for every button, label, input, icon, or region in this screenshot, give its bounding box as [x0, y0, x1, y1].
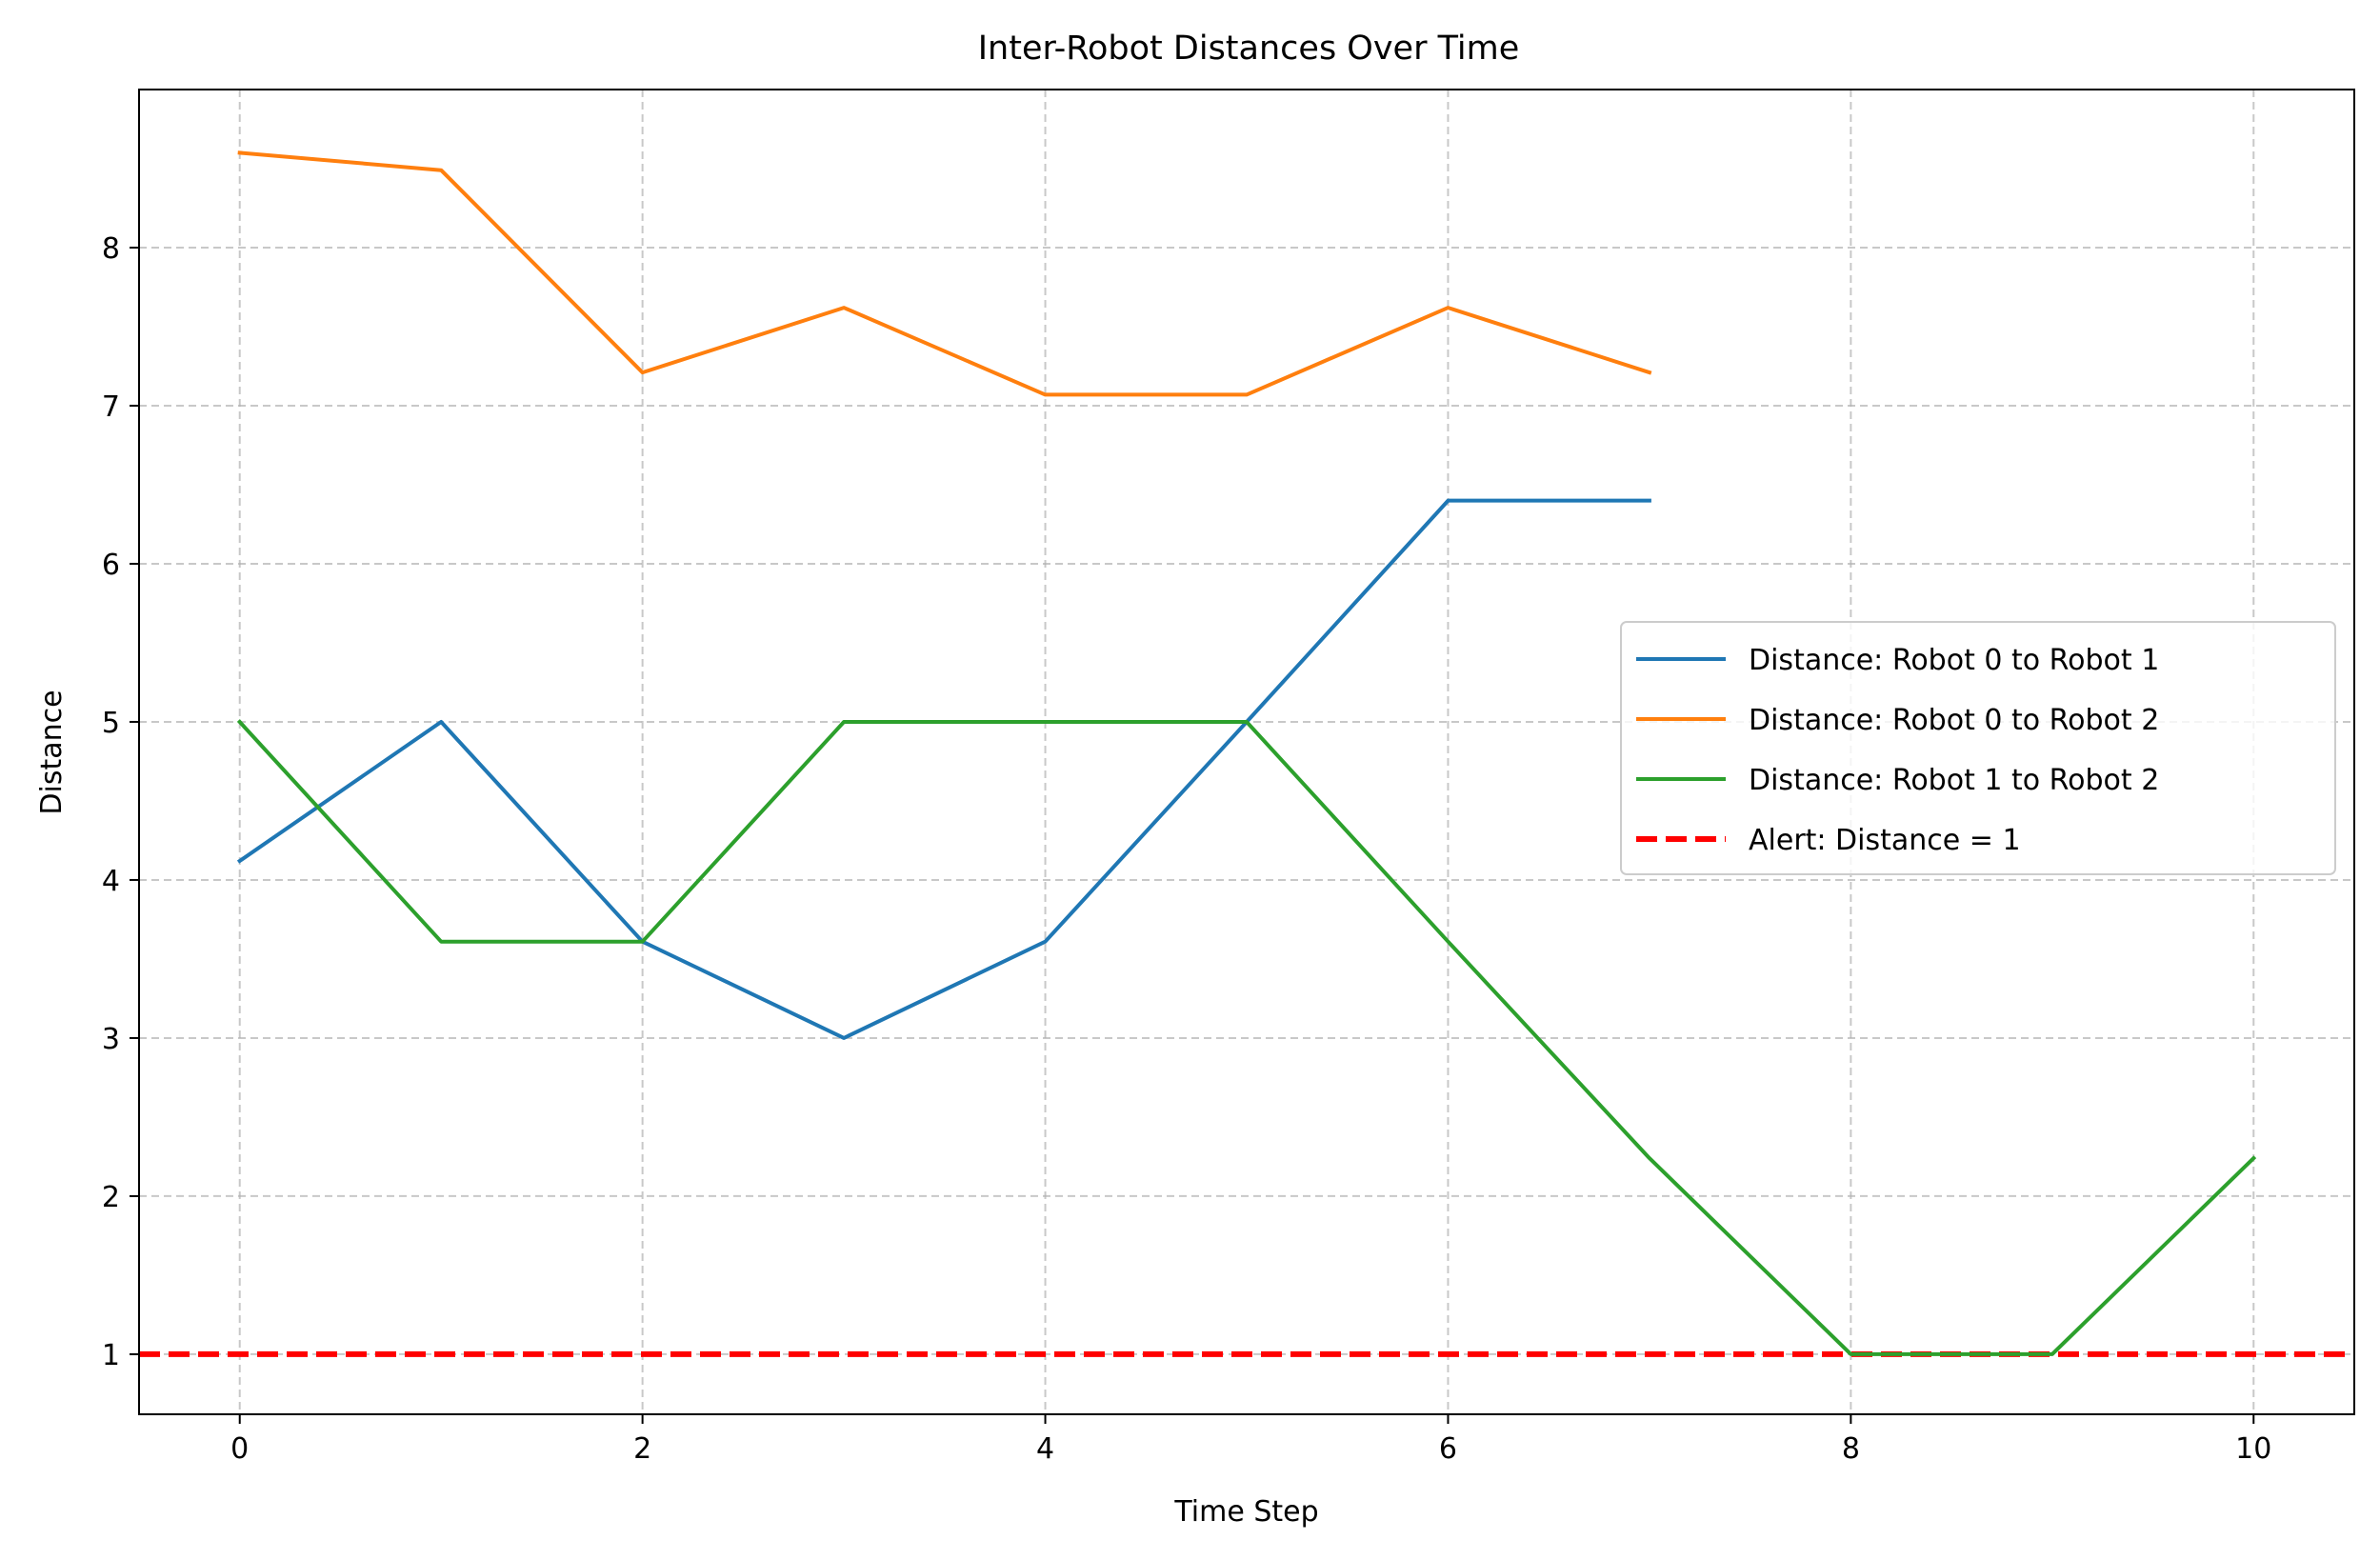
legend: Distance: Robot 0 to Robot 1 Distance: R…	[1620, 621, 2336, 875]
legend-label-robot-0-to-2: Distance: Robot 0 to Robot 2	[1749, 704, 2159, 737]
y-axis-ticks: 1 2 3 4 5 6 7 8	[102, 232, 139, 1372]
legend-label-alert: Alert: Distance = 1	[1749, 824, 2021, 857]
legend-label-robot-1-to-2: Distance: Robot 1 to Robot 2	[1749, 764, 2159, 797]
y-axis-label: Distance	[35, 690, 69, 814]
y-tick-label: 3	[102, 1023, 120, 1056]
x-axis-ticks: 0 2 4 6 8 10	[230, 1414, 2271, 1466]
legend-label-robot-0-to-1: Distance: Robot 0 to Robot 1	[1749, 644, 2159, 677]
data-series	[236, 150, 2257, 1356]
x-tick-label: 4	[1036, 1432, 1054, 1466]
y-tick-label: 5	[102, 707, 120, 740]
y-tick-label: 4	[102, 865, 120, 898]
x-tick-label: 6	[1439, 1432, 1457, 1466]
x-axis-label: Time Step	[1173, 1495, 1318, 1529]
y-tick-label: 7	[102, 390, 120, 424]
legend-frame	[1620, 621, 2336, 875]
x-tick-label: 8	[1842, 1432, 1860, 1466]
x-tick-label: 10	[2235, 1432, 2271, 1466]
series-line-2	[236, 719, 2257, 1356]
plot-frame	[138, 89, 2355, 1415]
x-tick-label: 0	[230, 1432, 249, 1466]
y-tick-label: 1	[102, 1339, 120, 1372]
y-tick-label: 2	[102, 1181, 120, 1214]
x-tick-label: 2	[633, 1432, 651, 1466]
series-line-0	[236, 498, 1651, 1040]
series-line-1	[237, 150, 1652, 397]
chart-title: Inter-Robot Distances Over Time	[978, 30, 1520, 68]
y-tick-label: 6	[102, 549, 120, 582]
y-tick-label: 8	[102, 232, 120, 266]
